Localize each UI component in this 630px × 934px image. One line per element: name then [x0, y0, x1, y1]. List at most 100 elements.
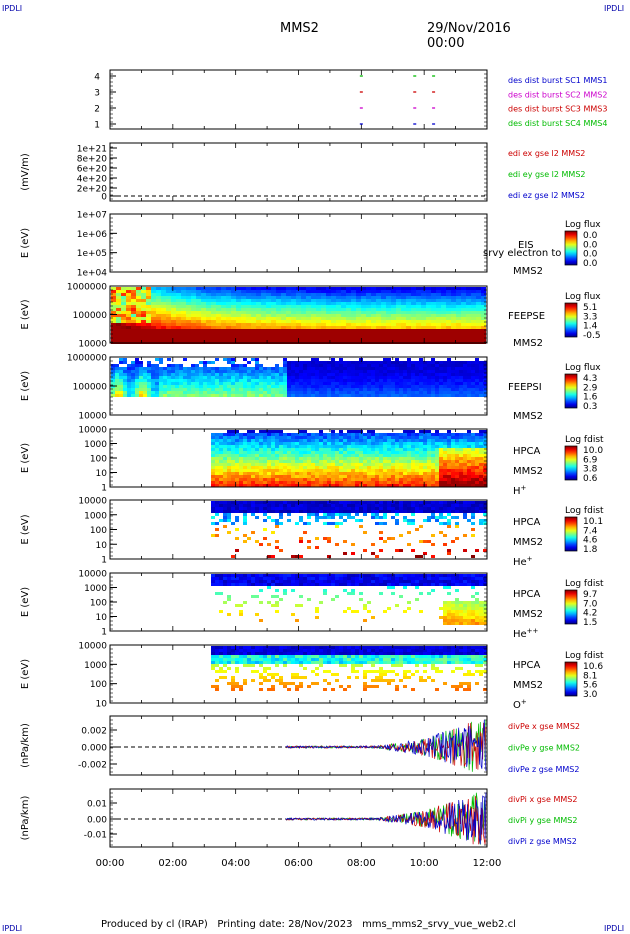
spectrogram-cell	[146, 326, 151, 329]
spectrogram-cell	[391, 382, 395, 385]
spectrogram-cell	[223, 463, 227, 466]
spectrogram-cell	[143, 385, 147, 388]
spectrogram-cell	[411, 326, 416, 329]
spectrogram-cell	[151, 382, 155, 385]
spectrogram-cell	[407, 382, 411, 385]
panel-5-inst-0: HPCA	[513, 446, 541, 457]
spectrogram-cell	[211, 326, 216, 329]
spectrogram-cell	[219, 507, 223, 510]
spectrogram-cell	[335, 385, 339, 388]
spectrogram-cell	[116, 293, 121, 296]
spectrogram-cell	[291, 501, 295, 504]
spectrogram-cell	[331, 364, 335, 367]
spectrogram-cell	[387, 385, 391, 388]
spectrogram-cell	[431, 516, 435, 519]
spectrogram-cell	[215, 460, 219, 463]
spectrogram-cell	[451, 469, 455, 472]
spectrogram-cell	[287, 448, 291, 451]
spectrogram-cell	[166, 311, 171, 314]
spectrogram-cell	[146, 302, 151, 305]
spectrogram-cell	[366, 329, 371, 332]
spectrogram-cell	[267, 367, 271, 370]
spectrogram-cell	[266, 302, 271, 305]
spectrogram-cell	[123, 367, 127, 370]
spectrogram-cell	[479, 376, 483, 379]
spectrogram-cell	[331, 305, 336, 308]
spectrogram-cell	[283, 460, 287, 463]
spectrogram-cell	[401, 290, 406, 293]
spectrogram-cell	[299, 555, 303, 558]
spectrogram-cell	[423, 472, 427, 475]
spectrogram-cell	[231, 430, 235, 433]
spectrogram-cell	[343, 445, 347, 448]
spectrogram-cell	[346, 296, 351, 299]
spectrogram-cell	[483, 382, 487, 385]
spectrogram-cell	[406, 317, 411, 320]
spectrogram-cell	[283, 394, 287, 397]
spectrogram-cell	[263, 469, 267, 472]
spectrogram-cell	[463, 451, 467, 454]
spectrogram-cell	[399, 445, 403, 448]
spectrogram-cell	[295, 391, 299, 394]
spectrogram-cell	[261, 290, 266, 293]
spectrogram-cell	[391, 451, 395, 454]
spectrogram-cell	[295, 463, 299, 466]
spectrogram-cell	[239, 610, 243, 613]
spectrogram-cell	[415, 376, 419, 379]
spectrogram-cell	[121, 311, 126, 314]
spectrogram-cell	[295, 577, 299, 580]
spectrogram-cell	[111, 320, 116, 323]
spectrogram-cell	[235, 478, 239, 481]
spectrogram-cell	[259, 510, 263, 513]
spectrogram-cell	[431, 484, 435, 487]
spectrogram-cell	[323, 367, 327, 370]
spectrogram-cell	[403, 373, 407, 376]
spectrogram-cell	[275, 510, 279, 513]
spectrogram-cell	[151, 370, 155, 373]
spectrogram-cell	[327, 574, 331, 577]
spectrogram-cell	[251, 329, 256, 332]
spectrogram-cell	[336, 308, 341, 311]
spectrogram-cell	[299, 394, 303, 397]
spectrogram-cell	[307, 580, 311, 583]
spectrogram-cell	[391, 510, 395, 513]
spectrogram-cell	[407, 472, 411, 475]
spectrogram-cell	[136, 338, 141, 341]
spectrogram-cell	[376, 317, 381, 320]
spectrogram-cell	[136, 305, 141, 308]
spectrogram-cell	[321, 290, 326, 293]
panel-6-cbar-tick: 7.4	[583, 526, 598, 536]
spectrogram-cell	[383, 364, 387, 367]
spectrogram-cell	[335, 448, 339, 451]
spectrogram-cell	[311, 290, 316, 293]
spectrogram-cell	[247, 580, 251, 583]
spectrogram-cell	[271, 504, 275, 507]
spectrogram-cell	[483, 379, 487, 382]
spectrogram-cell	[355, 519, 359, 522]
spectrogram-cell	[291, 439, 295, 442]
spectrogram-cell	[367, 436, 371, 439]
spectrogram-cell	[321, 311, 326, 314]
spectrogram-cell	[251, 574, 255, 577]
spectrogram-cell	[443, 466, 447, 469]
spectrogram-cell	[131, 382, 135, 385]
spectrogram-cell	[391, 308, 396, 311]
spectrogram-cell	[215, 472, 219, 475]
spectrogram-cell	[259, 451, 263, 454]
spectrogram-cell	[323, 472, 327, 475]
spectrogram-cell	[231, 287, 236, 290]
spectrogram-cell	[316, 323, 321, 326]
spectrogram-cell	[341, 338, 346, 341]
spectrogram-cell	[275, 501, 279, 504]
spectrogram-cell	[327, 442, 331, 445]
spectrogram-cell	[419, 433, 423, 436]
spectrogram-cell	[323, 361, 327, 364]
spectrogram-cell	[319, 442, 323, 445]
spectrogram-cell	[423, 478, 427, 481]
spectrogram-cell	[461, 287, 466, 290]
spectrogram-cell	[355, 394, 359, 397]
spectrogram-cell	[211, 361, 215, 364]
panel-6-spectrogram	[211, 501, 487, 558]
spectrogram-cell	[139, 376, 143, 379]
spectrogram-cell	[231, 583, 235, 586]
